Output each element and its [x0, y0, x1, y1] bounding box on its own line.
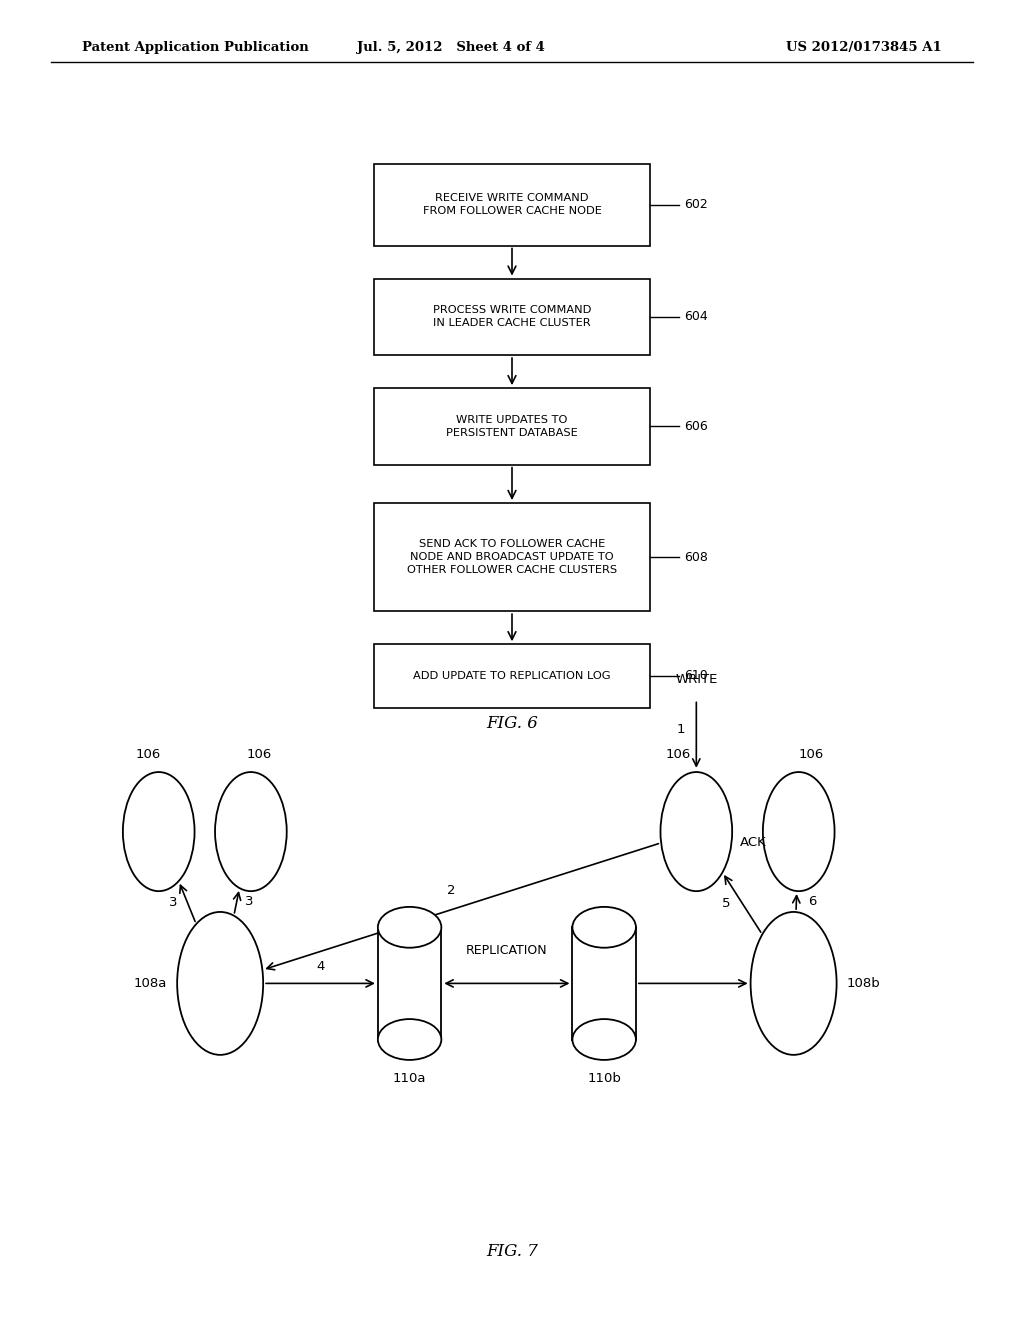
Text: 5: 5 [722, 896, 730, 909]
Text: 110a: 110a [393, 1072, 426, 1085]
Ellipse shape [572, 1019, 636, 1060]
Text: 3: 3 [169, 896, 177, 909]
Text: 106: 106 [799, 748, 823, 762]
Text: 4: 4 [316, 960, 325, 973]
Text: 108b: 108b [847, 977, 881, 990]
Ellipse shape [378, 907, 441, 948]
Text: ACK: ACK [740, 836, 767, 849]
Text: 110b: 110b [587, 1072, 622, 1085]
Text: 3: 3 [245, 895, 253, 908]
Bar [374, 644, 650, 708]
Text: SEND ACK TO FOLLOWER CACHE
NODE AND BROADCAST UPDATE TO
OTHER FOLLOWER CACHE CLU: SEND ACK TO FOLLOWER CACHE NODE AND BROA… [407, 539, 617, 576]
Ellipse shape [572, 907, 636, 948]
Text: FIG. 6: FIG. 6 [486, 715, 538, 731]
Text: 106: 106 [666, 748, 690, 762]
Text: 606: 606 [684, 420, 708, 433]
Text: 602: 602 [684, 198, 708, 211]
Ellipse shape [751, 912, 837, 1055]
Text: WRITE: WRITE [675, 673, 718, 686]
Text: US 2012/0173845 A1: US 2012/0173845 A1 [786, 41, 942, 54]
Text: ADD UPDATE TO REPLICATION LOG: ADD UPDATE TO REPLICATION LOG [414, 671, 610, 681]
Text: WRITE UPDATES TO
PERSISTENT DATABASE: WRITE UPDATES TO PERSISTENT DATABASE [446, 414, 578, 438]
Ellipse shape [123, 772, 195, 891]
Text: 108a: 108a [133, 977, 167, 990]
Bar [374, 164, 650, 246]
Ellipse shape [215, 772, 287, 891]
Text: 604: 604 [684, 310, 708, 323]
Text: 106: 106 [136, 748, 161, 762]
Text: Patent Application Publication: Patent Application Publication [82, 41, 308, 54]
Text: 608: 608 [684, 550, 708, 564]
Bar [374, 279, 650, 355]
Text: REPLICATION: REPLICATION [466, 944, 548, 957]
Bar [572, 927, 636, 1040]
Text: Jul. 5, 2012   Sheet 4 of 4: Jul. 5, 2012 Sheet 4 of 4 [356, 41, 545, 54]
Ellipse shape [177, 912, 263, 1055]
Text: 2: 2 [447, 884, 456, 898]
Text: RECEIVE WRITE COMMAND
FROM FOLLOWER CACHE NODE: RECEIVE WRITE COMMAND FROM FOLLOWER CACH… [423, 193, 601, 216]
Ellipse shape [763, 772, 835, 891]
Ellipse shape [378, 1019, 441, 1060]
Text: 1: 1 [677, 722, 685, 735]
Text: 106: 106 [247, 748, 271, 762]
Text: 6: 6 [809, 895, 817, 908]
Bar [374, 503, 650, 611]
Text: PROCESS WRITE COMMAND
IN LEADER CACHE CLUSTER: PROCESS WRITE COMMAND IN LEADER CACHE CL… [433, 305, 591, 329]
Ellipse shape [660, 772, 732, 891]
Bar [378, 927, 441, 1040]
Bar [374, 388, 650, 465]
Text: 610: 610 [684, 669, 708, 682]
Text: FIG. 7: FIG. 7 [486, 1243, 538, 1259]
